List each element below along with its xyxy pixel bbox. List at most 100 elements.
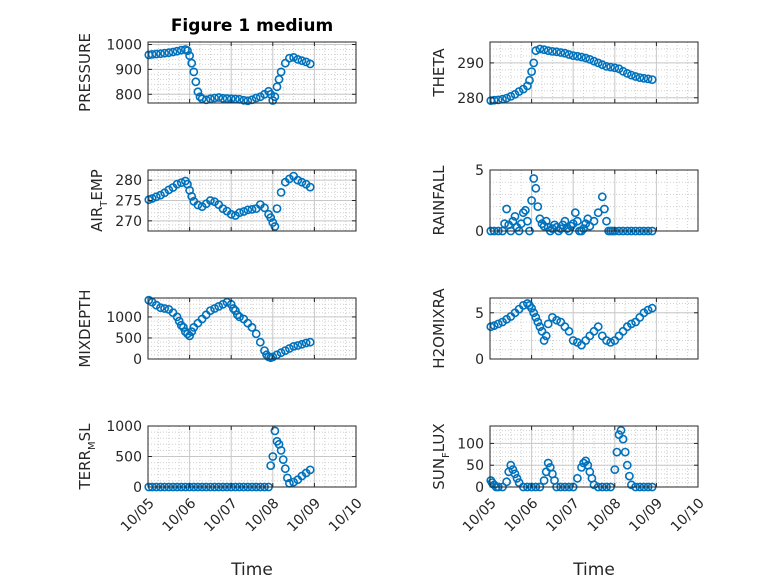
mixdepth-point [183, 329, 192, 339]
theta-point [529, 58, 539, 68]
rainfall-point [527, 196, 536, 205]
pressure-point [305, 59, 315, 69]
h2omixra-point [606, 337, 615, 347]
theta-point [527, 67, 536, 76]
h2omixra-point [647, 303, 657, 313]
pressure-point [243, 96, 253, 106]
mixdepth-series [144, 295, 315, 363]
h2omixra-point [627, 319, 636, 329]
mixdepth-point [174, 316, 184, 326]
pressure-point [210, 93, 219, 103]
sun-flux-ylabel-sub: F [441, 452, 452, 458]
air-temp-point [205, 196, 215, 205]
sun-flux-point [573, 473, 582, 483]
rainfall-panel: 0 5 RAINFALL [430, 163, 699, 240]
pressure-point [151, 49, 161, 59]
mixdepth-point [251, 329, 261, 339]
pressure-point [193, 87, 203, 97]
rainfall-point [589, 216, 599, 226]
figure-title: Figure 1 medium [171, 16, 333, 36]
pressure-ytick-label: 1000 [106, 37, 142, 53]
theta-axes-box [489, 41, 699, 104]
air-temp-ylabel-main: AIR [88, 207, 106, 232]
h2omixra-axes-box [489, 297, 699, 360]
rainfall-point [508, 216, 518, 226]
h2omixra-point [535, 322, 545, 332]
pressure-point [270, 92, 280, 102]
air-temp-point [243, 205, 253, 215]
theta-point [618, 66, 628, 76]
sun-flux-point [618, 434, 628, 444]
air-temp-point [187, 191, 197, 201]
terr-msl-point [276, 445, 286, 455]
mixdepth-point [255, 337, 265, 347]
theta-point [577, 52, 586, 62]
terr-msl-ylabel-rest: SL [76, 423, 94, 442]
rainfall-point [593, 208, 603, 218]
pressure-point [189, 67, 199, 77]
air-temp-point [276, 187, 286, 197]
pressure-ytick-label: 900 [115, 62, 142, 78]
air-temp-point [193, 200, 203, 210]
rainfall-ylabel-main: RAINFALL [430, 165, 448, 236]
h2omixra-point [531, 312, 541, 322]
rainfall-point [566, 221, 576, 231]
sun-flux-ylabel-rest: LUX [430, 423, 448, 452]
air-temp-ylabel-rest: EMP [88, 169, 106, 200]
pressure-point [289, 53, 298, 62]
mixdepth-point [160, 304, 169, 313]
sun-flux-ytick-label: 100 [457, 436, 484, 452]
mixdepth-point [289, 341, 298, 351]
sun-flux-panel: 0 50 100 10/05 10/06 10/07 10/08 10/09 10/10 SUNF… [430, 423, 708, 535]
mixdepth-minor-grid [148, 298, 356, 360]
theta-point [581, 53, 591, 63]
pressure-point [172, 46, 182, 56]
h2omixra-ytick-label: 5 [475, 306, 484, 322]
h2omixra-panel: 0 5 H2OMIXRA [430, 288, 699, 369]
mixdepth-panel: 0 500 1000 MIXDEPTH [76, 289, 357, 368]
sun-flux-xtick-label: 10/09 [626, 495, 666, 535]
terr-msl-panel: 0 500 1000 10/05 10/06 10/07 10/08 10/09 10/10 TE… [76, 419, 366, 535]
rainfall-point [510, 211, 520, 221]
sun-flux-xtick-label: 10/05 [460, 495, 500, 535]
terr-msl-point [270, 426, 280, 436]
mixdepth-point [222, 297, 232, 307]
pressure-point [164, 48, 174, 58]
terr-msl-point [280, 464, 290, 474]
theta-point [489, 95, 499, 105]
rainfall-point [597, 192, 607, 202]
air-temp-point [293, 175, 303, 185]
pressure-point [168, 47, 178, 57]
sun-flux-point [512, 473, 522, 483]
rainfall-point [521, 205, 530, 215]
theta-point [643, 74, 653, 84]
rainfall-point [600, 204, 609, 214]
sun-flux-point [622, 460, 632, 470]
h2omixra-point [489, 321, 499, 331]
air-temp-point [305, 182, 315, 192]
theta-minor-grid [490, 41, 698, 103]
air-temp-point [260, 203, 269, 213]
rainfall-point [570, 208, 580, 218]
sun-flux-point [610, 465, 620, 474]
sun-flux-point [581, 456, 591, 466]
air-temp-point [239, 207, 249, 216]
sun-flux-point [539, 476, 549, 485]
air-temp-ytick-label: 280 [115, 173, 142, 189]
rainfall-point [539, 221, 549, 231]
theta-point [502, 93, 511, 103]
theta-point [631, 72, 640, 81]
terr-msl-point [282, 473, 292, 483]
terr-msl-ylabel-main: TERR [76, 450, 94, 491]
theta-point [647, 75, 657, 84]
theta-point [535, 44, 545, 54]
rainfall-point [533, 202, 543, 211]
terr-msl-ytick-label: 500 [115, 450, 142, 466]
air-temp-point [266, 213, 276, 222]
sun-flux-point [579, 458, 588, 468]
theta-series [486, 44, 657, 105]
terr-msl-ytick-label: 1000 [106, 419, 142, 435]
h2omixra-point [593, 322, 603, 332]
h2omixra-series [486, 299, 657, 350]
